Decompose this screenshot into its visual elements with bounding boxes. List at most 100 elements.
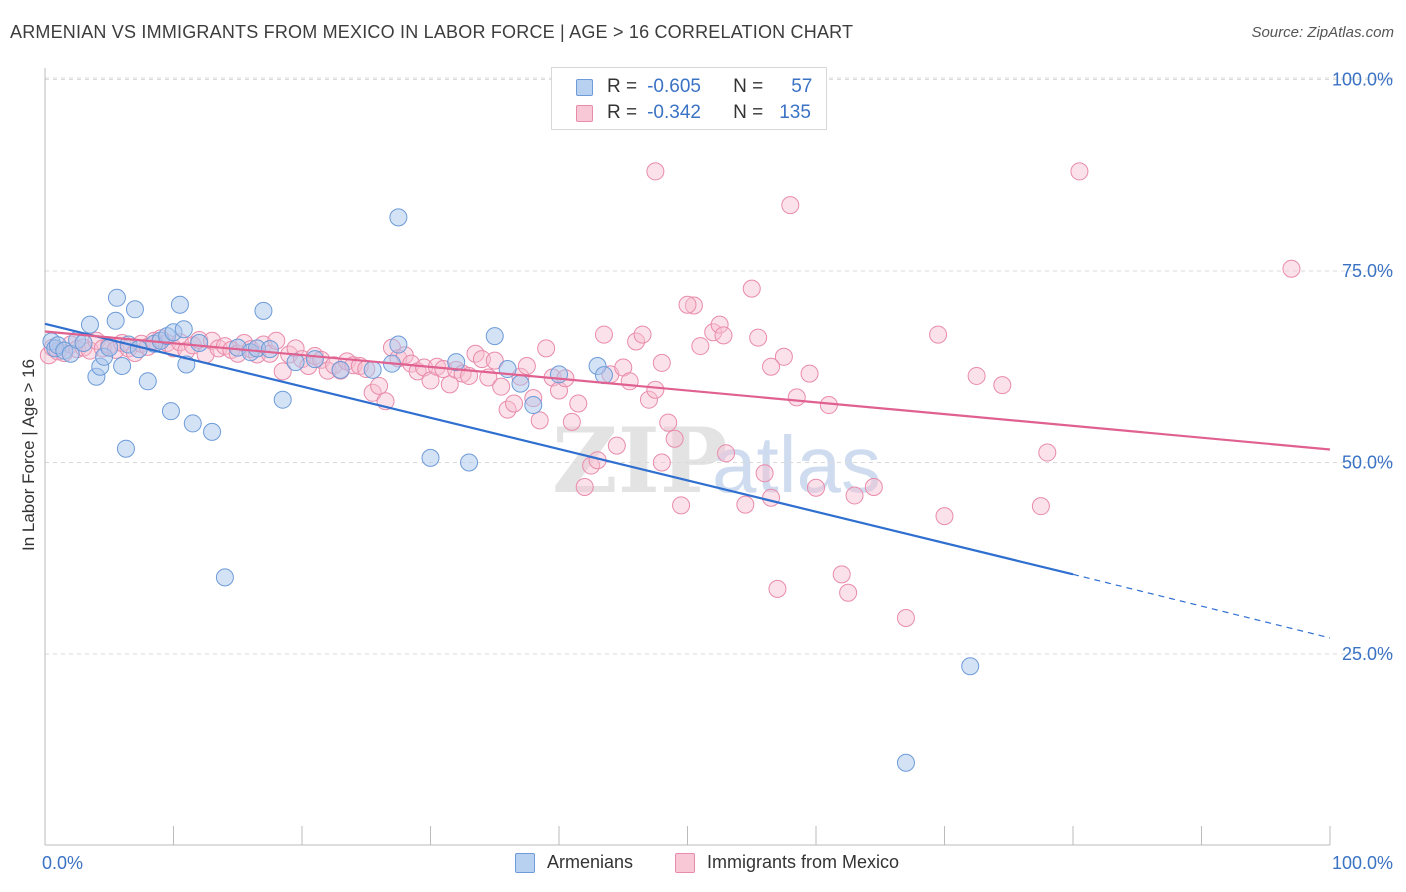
axes: [44, 68, 1331, 846]
legend-label: Armenians: [547, 852, 634, 872]
source-label: Source: ZipAtlas.com: [1251, 24, 1394, 41]
data-point-armenians: [363, 360, 382, 379]
data-point-armenians: [106, 311, 125, 330]
data-point-armenians: [273, 390, 292, 409]
data-point-immigrants-from-mexico: [363, 383, 382, 402]
data-point-immigrants-from-mexico: [717, 444, 736, 463]
data-point-armenians: [215, 568, 234, 587]
data-point-immigrants-from-mexico: [646, 162, 665, 181]
data-point-armenians: [138, 372, 157, 391]
data-point-armenians: [421, 448, 440, 467]
data-point-armenians: [107, 288, 126, 307]
y-tick-label: 100.0%: [1332, 70, 1393, 90]
data-point-armenians: [961, 657, 980, 676]
data-point-armenians: [305, 350, 324, 369]
data-point-immigrants-from-mexico: [704, 323, 723, 342]
x-tick-label: 100.0%: [1332, 853, 1393, 873]
legend-swatch-armenians: [515, 852, 535, 873]
data-point-immigrants-from-mexico: [672, 496, 691, 515]
data-point-immigrants-from-mexico: [652, 453, 671, 472]
watermark-text-zip: ZIP: [552, 408, 727, 514]
r-value: -0.342: [647, 102, 701, 123]
data-point-immigrants-from-mexico: [684, 296, 703, 315]
y-tick-label: 75.0%: [1342, 261, 1393, 281]
legend-item-immigrants-from-mexico[interactable]: Immigrants from Mexico: [675, 852, 899, 873]
legend-row-immigrants-from-mexico: R = -0.342 N = 135: [576, 101, 811, 125]
data-point-immigrants-from-mexico: [768, 579, 787, 598]
data-point-immigrants-from-mexico: [839, 583, 858, 602]
data-point-immigrants-from-mexico: [845, 486, 864, 505]
y-axis-label: In Labor Force | Age > 16: [19, 359, 38, 551]
data-point-armenians: [183, 414, 202, 433]
data-point-immigrants-from-mexico: [762, 357, 781, 376]
data-point-immigrants-from-mexico: [1038, 443, 1057, 462]
data-point-armenians: [113, 356, 132, 375]
legend-item-armenians[interactable]: Armenians: [515, 852, 633, 873]
data-point-armenians: [286, 353, 305, 372]
data-point-armenians: [161, 402, 180, 421]
data-point-immigrants-from-mexico: [742, 279, 761, 298]
n-label: N =: [733, 76, 764, 97]
data-point-armenians: [190, 334, 209, 353]
data-point-armenians: [174, 320, 193, 339]
data-point-immigrants-from-mexico: [935, 507, 954, 526]
data-point-immigrants-from-mexico: [714, 326, 733, 345]
data-point-immigrants-from-mexico: [562, 412, 581, 431]
data-point-immigrants-from-mexico: [273, 362, 292, 381]
data-point-armenians: [203, 422, 222, 441]
data-point-armenians: [550, 365, 568, 384]
trend-lines: [44, 322, 1331, 639]
data-point-immigrants-from-mexico: [485, 351, 504, 370]
data-point-armenians: [254, 301, 273, 320]
legend-row-armenians: R = -0.605 N = 57: [576, 75, 812, 99]
series-armenians-points: [42, 208, 980, 772]
data-point-immigrants-from-mexico: [569, 394, 588, 413]
data-point-immigrants-from-mexico: [864, 478, 883, 497]
data-point-immigrants-from-mexico: [896, 608, 915, 627]
data-point-armenians: [524, 396, 543, 415]
y-tick-labels: 25.0% 50.0% 75.0% 100.0%: [1332, 70, 1393, 665]
data-point-immigrants-from-mexico: [781, 196, 800, 215]
data-point-armenians: [125, 300, 144, 319]
r-label: R =: [607, 76, 638, 97]
data-point-armenians: [896, 753, 915, 772]
legend-swatch-immigrants-from-mexico: [576, 104, 593, 122]
data-point-immigrants-from-mexico: [517, 356, 536, 375]
data-point-immigrants-from-mexico: [639, 390, 658, 409]
data-point-immigrants-from-mexico: [505, 394, 524, 413]
data-point-armenians: [460, 453, 479, 472]
data-point-immigrants-from-mexico: [736, 495, 755, 514]
data-point-armenians: [447, 353, 466, 372]
data-point-armenians: [74, 334, 93, 353]
data-point-immigrants-from-mexico: [594, 325, 613, 344]
data-point-immigrants-from-mexico: [1031, 497, 1050, 516]
data-point-armenians: [116, 439, 135, 458]
series-immigrants-from-mexico-points: [39, 162, 1301, 627]
data-point-immigrants-from-mexico: [620, 372, 639, 391]
data-point-immigrants-from-mexico: [691, 337, 710, 356]
legend-label: Immigrants from Mexico: [707, 852, 900, 872]
y-tick-label: 50.0%: [1342, 453, 1393, 473]
correlation-legend: R = -0.605 N = 57 R = -0.342 N = 135: [551, 67, 827, 130]
data-point-immigrants-from-mexico: [993, 376, 1012, 395]
data-point-armenians: [594, 366, 613, 385]
x-tick-labels: 0.0% 100.0%: [42, 853, 1393, 873]
data-point-immigrants-from-mexico: [967, 366, 986, 385]
x-tick-label: 0.0%: [42, 853, 83, 873]
data-point-immigrants-from-mexico: [575, 478, 594, 497]
data-point-immigrants-from-mexico: [646, 380, 665, 399]
r-label: R =: [607, 102, 638, 123]
legend-swatch-armenians: [576, 78, 593, 96]
series-legend: Armenians Immigrants from Mexico: [0, 852, 1406, 876]
data-point-armenians: [511, 374, 530, 393]
data-point-armenians: [485, 327, 504, 346]
data-point-immigrants-from-mexico: [678, 295, 697, 314]
data-point-immigrants-from-mexico: [492, 377, 511, 396]
data-point-immigrants-from-mexico: [800, 364, 819, 383]
data-point-immigrants-from-mexico: [627, 332, 646, 351]
data-point-immigrants-from-mexico: [659, 413, 678, 432]
data-point-immigrants-from-mexico: [755, 464, 774, 483]
legend-swatch-immigrants-from-mexico: [675, 852, 695, 873]
data-point-immigrants-from-mexico: [1070, 162, 1089, 181]
